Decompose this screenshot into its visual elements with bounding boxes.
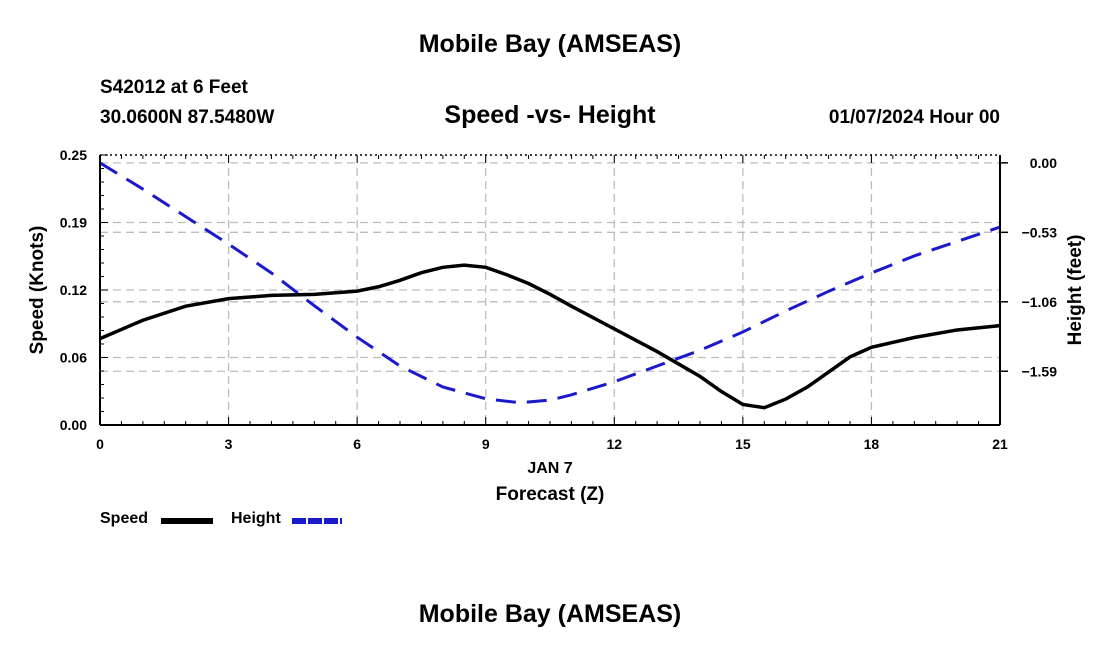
x-tick-label: 0 — [96, 436, 104, 452]
series-lines — [99, 161, 1001, 410]
x-tick-label: 6 — [353, 436, 361, 452]
y-right-tick-label: −1.06 — [1022, 294, 1058, 310]
y-axis-left-label: Speed (Knots) — [27, 226, 48, 355]
y-right-tick-label: −1.59 — [1022, 363, 1058, 379]
y-left-tick-label: 0.19 — [60, 215, 87, 231]
coordinates-label: 30.0600N 87.5480W — [100, 107, 275, 128]
footer-title: Mobile Bay (AMSEAS) — [418, 600, 682, 628]
chart-subtitle: Speed -vs- Height — [444, 101, 656, 129]
legend-speed-label: Speed — [100, 510, 149, 527]
y-left-tick-label: 0.00 — [60, 417, 87, 433]
speed-series-line — [99, 263, 1001, 410]
x-tick-label: 12 — [606, 436, 622, 452]
x-tick-label: 21 — [992, 436, 1008, 452]
y-left-tick-label: 0.12 — [60, 282, 87, 298]
date-hour-label: 01/07/2024 Hour 00 — [828, 107, 1000, 128]
y-left-tick-label: 0.06 — [60, 350, 87, 366]
axis-ticks — [99, 154, 1008, 426]
x-tick-label: 18 — [864, 436, 880, 452]
y-axis-right-label: Height (feet) — [1065, 235, 1086, 346]
y-right-tick-label: 0.00 — [1030, 155, 1057, 171]
grid-lines — [100, 155, 1000, 425]
x-tick-label: 15 — [735, 436, 751, 452]
y-left-tick-label: 0.25 — [60, 147, 87, 163]
legend-height-swatch — [292, 518, 342, 524]
station-label: S42012 at 6 Feet — [100, 77, 248, 98]
y-right-tick-label: −0.53 — [1022, 224, 1058, 240]
x-axis-label: Forecast (Z) — [496, 484, 605, 505]
x-tick-label: 9 — [482, 436, 490, 452]
legend-height-label: Height — [231, 510, 281, 527]
x-tick-label: 3 — [225, 436, 233, 452]
axis-tick-labels: 0 3 6 9 12 15 18 21 0.00 0.06 0.12 0.19 0.25 0.00 −0.5… — [60, 147, 1057, 452]
height-series-line — [99, 161, 1001, 405]
legend-speed-swatch — [161, 518, 213, 524]
main-title: Mobile Bay (AMSEAS) — [418, 30, 682, 58]
x-axis-date-label: JAN 7 — [527, 460, 572, 477]
